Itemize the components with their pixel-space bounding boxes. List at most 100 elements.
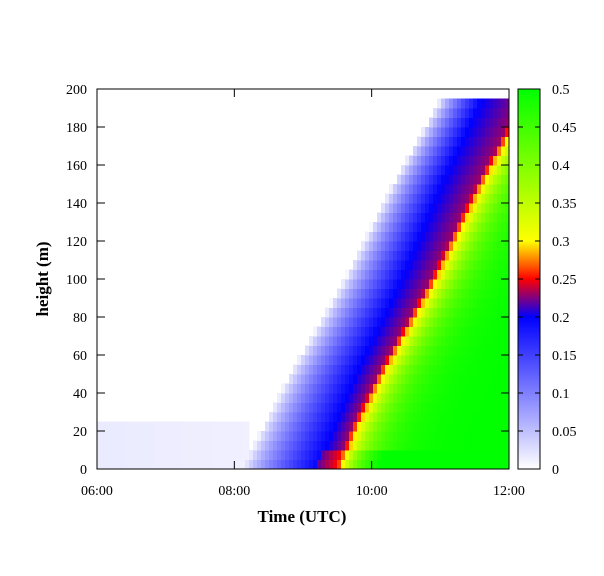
heatmap-cell	[441, 364, 446, 375]
heatmap-cell	[377, 431, 382, 441]
heatmap-cell	[373, 231, 378, 242]
heatmap-cell	[257, 431, 262, 441]
heatmap-cell	[405, 260, 410, 270]
heatmap-cell	[437, 450, 442, 460]
heatmap-cell	[457, 393, 462, 403]
heatmap-cell	[377, 241, 382, 251]
heatmap-cell	[457, 108, 462, 118]
heatmap-cell	[389, 393, 394, 403]
heatmap-cell	[489, 459, 494, 470]
heatmap-cell	[221, 421, 226, 432]
heatmap-cell	[433, 174, 438, 185]
heatmap-cell	[413, 298, 418, 308]
heatmap-cell	[461, 250, 466, 261]
heatmap-cell	[477, 231, 482, 242]
heatmap-cell	[397, 402, 402, 413]
heatmap-cell	[413, 374, 418, 384]
heatmap-cell	[433, 231, 438, 242]
y-tick-label: 200	[66, 83, 87, 98]
heatmap-cell	[369, 383, 374, 394]
heatmap-cell	[161, 459, 166, 470]
heatmap-cell	[373, 450, 378, 460]
heatmap-cell	[317, 450, 322, 460]
heatmap-cell	[437, 364, 442, 375]
heatmap-cell	[197, 440, 202, 451]
heatmap-cell	[473, 402, 478, 413]
heatmap-cell	[489, 98, 494, 109]
heatmap-cell	[473, 431, 478, 441]
heatmap-cell	[329, 450, 334, 460]
heatmap-cell	[329, 421, 334, 432]
heatmap-cell	[377, 393, 382, 403]
heatmap-cell	[345, 421, 350, 432]
heatmap-cell	[421, 231, 426, 242]
heatmap-cell	[285, 450, 290, 460]
heatmap-cell	[473, 203, 478, 213]
heatmap-cell	[321, 326, 326, 337]
heatmap-cell	[485, 241, 490, 251]
heatmap-cell	[121, 421, 126, 432]
heatmap-cell	[433, 307, 438, 318]
heatmap-cell	[401, 231, 406, 242]
heatmap-cell	[465, 222, 470, 232]
heatmap-cell	[425, 374, 430, 384]
colorbar-axis: 00.050.10.150.20.250.30.350.40.450.5	[518, 83, 577, 478]
heatmap-cell	[469, 241, 474, 251]
heatmap-cell	[329, 364, 334, 375]
heatmap-cell	[465, 98, 470, 109]
heatmap-cell	[389, 269, 394, 280]
heatmap-cell	[441, 174, 446, 185]
heatmap-cell	[477, 212, 482, 223]
heatmap-cell	[413, 431, 418, 441]
heatmap-cell	[477, 127, 482, 137]
heatmap-cell	[425, 345, 430, 356]
heatmap-cell	[205, 421, 210, 432]
heatmap-cell	[449, 241, 454, 251]
x-tick-label: 10:00	[356, 484, 388, 499]
heatmap-cell	[341, 279, 346, 289]
heatmap-cell	[141, 421, 146, 432]
heatmap-cell	[453, 298, 458, 308]
heatmap-cell	[361, 336, 366, 346]
heatmap-cell	[293, 440, 298, 451]
heatmap-cell	[429, 127, 434, 137]
heatmap-cell	[505, 117, 510, 128]
heatmap-cell	[413, 459, 418, 470]
heatmap-cell	[405, 269, 410, 280]
heatmap-cell	[261, 450, 266, 460]
heatmap-cell	[409, 345, 414, 356]
heatmap-cell	[381, 279, 386, 289]
heatmap-cell	[457, 165, 462, 175]
heatmap-cell	[505, 250, 510, 261]
heatmap-cell	[109, 431, 114, 441]
heatmap-cell	[461, 193, 466, 204]
heatmap-cell	[469, 412, 474, 422]
heatmap-cell	[381, 393, 386, 403]
heatmap-cell	[225, 450, 230, 460]
heatmap-cell	[421, 127, 426, 137]
heatmap-cell	[177, 459, 182, 470]
heatmap-cell	[477, 345, 482, 356]
heatmap-cell	[301, 364, 306, 375]
heatmap-cell	[417, 222, 422, 232]
heatmap-cell	[369, 298, 374, 308]
heatmap-cell	[389, 450, 394, 460]
heatmap-cell	[401, 203, 406, 213]
heatmap-cell	[501, 98, 506, 109]
heatmap-cell	[425, 393, 430, 403]
heatmap-cell	[417, 269, 422, 280]
heatmap-cell	[401, 383, 406, 394]
heatmap-cell	[365, 241, 370, 251]
heatmap-cell	[461, 155, 466, 166]
heatmap-cell	[401, 440, 406, 451]
heatmap-cell	[309, 459, 314, 470]
heatmap-cell	[449, 212, 454, 223]
heatmap-cell	[429, 345, 434, 356]
heatmap-cell	[461, 165, 466, 175]
heatmap-cell	[441, 459, 446, 470]
heatmap-cell	[437, 336, 442, 346]
heatmap-cell	[421, 165, 426, 175]
heatmap-field	[97, 98, 510, 470]
heatmap-cell	[185, 431, 190, 441]
heatmap-cell	[413, 345, 418, 356]
